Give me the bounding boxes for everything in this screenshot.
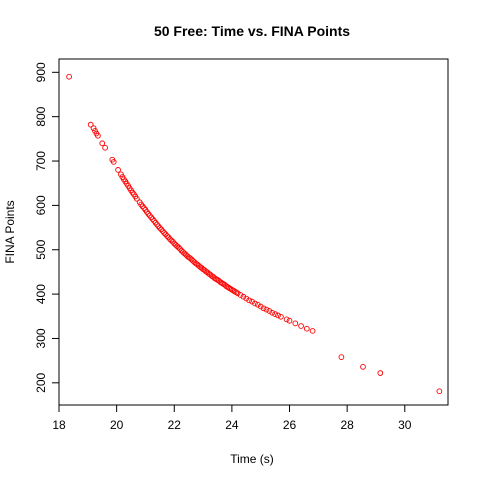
data-point [338,354,345,360]
data-point [175,244,182,251]
data-point [110,159,117,165]
y-tick-label: 500 [34,239,48,259]
x-tick-label: 26 [283,418,297,432]
data-point [164,233,170,239]
data-point [266,308,273,314]
data-point [260,305,267,312]
x-tick-label: 30 [398,418,412,432]
data-point [303,325,310,332]
y-tick-label: 900 [34,62,48,82]
data-point [168,237,175,244]
plot-frame [58,58,449,406]
x-tick-label: 18 [52,418,66,432]
data-point [129,189,136,196]
y-tick-label: 800 [34,106,48,126]
data-point [152,219,159,226]
data-point [278,313,284,320]
data-point [240,293,247,300]
data-point [263,306,270,313]
data-point [292,320,299,327]
data-point [138,201,144,208]
data-point [149,216,156,222]
data-point [169,238,176,245]
data-point [272,311,278,317]
data-point [148,214,155,221]
data-point [234,290,241,297]
data-point [309,328,316,334]
data-point [246,297,253,304]
data-point [254,301,261,308]
data-point [377,370,384,376]
y-tick-label: 400 [34,284,48,304]
data-point [115,167,121,173]
data-point [249,298,255,305]
x-tick-label: 22 [168,418,182,432]
data-point [436,388,443,395]
data-point [283,316,290,323]
data-point [298,323,304,329]
y-tick-label: 300 [34,328,48,348]
data-point [269,309,276,316]
data-point [161,230,168,236]
data-point [99,140,106,147]
data-point [275,312,281,319]
data-point [286,317,293,324]
data-point [243,295,250,302]
data-point [165,234,172,241]
data-point [102,144,108,151]
data-point [158,226,165,233]
data-point [162,231,169,238]
y-tick-label: 700 [34,151,48,171]
points-layer [66,73,443,395]
data-point [237,292,244,298]
y-tick-label: 600 [34,195,48,215]
data-point [95,132,101,139]
chart-title: 50 Free: Time vs. FINA Points [154,23,350,39]
axes-layer: 18 20 22 24 26 28 30 200 300 400 500 600 700 800 900 [34,62,412,432]
data-point [157,225,163,231]
data-point [252,300,258,307]
data-point [257,303,264,310]
x-tick-label: 28 [340,418,354,432]
data-point [87,121,94,128]
data-point [139,203,146,210]
data-point [146,212,153,219]
x-axis-label: Time (s) [230,452,274,466]
x-tick-label: 20 [110,418,124,432]
data-point [177,246,183,252]
data-point [360,364,366,370]
data-point [66,73,72,80]
data-point [159,228,166,234]
y-tick-label: 200 [34,372,48,392]
data-point [145,210,152,217]
data-point [151,218,157,224]
y-axis-label: FINA Points [3,200,17,263]
data-point [133,195,140,202]
x-tick-label: 24 [225,418,239,432]
data-point [141,205,147,211]
data-point [154,221,160,228]
data-point [144,209,150,215]
data-point [155,223,162,230]
